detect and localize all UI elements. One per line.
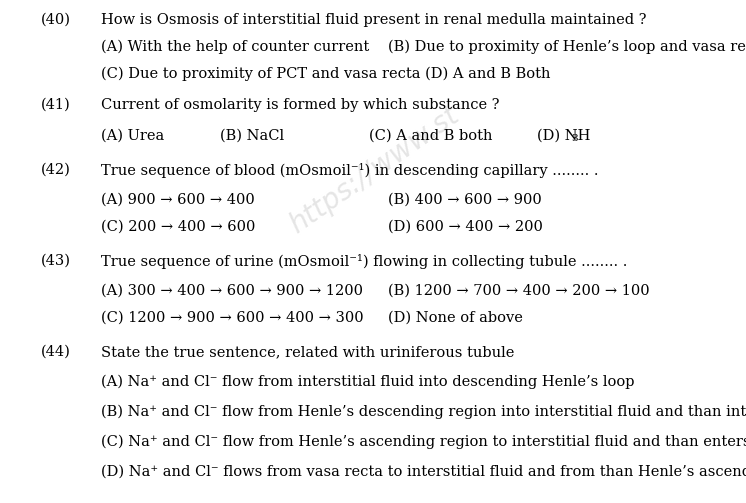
Text: (C) 1200 → 900 → 600 → 400 → 300: (C) 1200 → 900 → 600 → 400 → 300 xyxy=(101,311,363,325)
Text: (42): (42) xyxy=(41,163,71,177)
Text: (B) Due to proximity of Henle’s loop and vasa recta: (B) Due to proximity of Henle’s loop and… xyxy=(388,40,746,54)
Text: 3: 3 xyxy=(571,134,578,143)
Text: (A) Urea: (A) Urea xyxy=(101,129,164,143)
Text: True sequence of blood (mOsmoil⁻¹) in descending capillary ........ .: True sequence of blood (mOsmoil⁻¹) in de… xyxy=(101,163,598,178)
Text: (40): (40) xyxy=(41,13,71,27)
Text: True sequence of urine (mOsmoil⁻¹) flowing in collecting tubule ........ .: True sequence of urine (mOsmoil⁻¹) flowi… xyxy=(101,254,627,269)
Text: (C) Na⁺ and Cl⁻ flow from Henle’s ascending region to interstitial fluid and tha: (C) Na⁺ and Cl⁻ flow from Henle’s ascend… xyxy=(101,435,746,449)
Text: (D) 600 → 400 → 200: (D) 600 → 400 → 200 xyxy=(388,220,543,234)
Text: (C) A and B both: (C) A and B both xyxy=(369,129,493,143)
Text: (A) Na⁺ and Cl⁻ flow from interstitial fluid into descending Henle’s loop: (A) Na⁺ and Cl⁻ flow from interstitial f… xyxy=(101,375,634,389)
Text: (A) 300 → 400 → 600 → 900 → 1200: (A) 300 → 400 → 600 → 900 → 1200 xyxy=(101,284,363,298)
Text: (D) Na⁺ and Cl⁻ flows from vasa recta to interstitial fluid and from than Henle’: (D) Na⁺ and Cl⁻ flows from vasa recta to… xyxy=(101,465,746,479)
Text: (44): (44) xyxy=(41,345,71,359)
Text: (41): (41) xyxy=(41,98,71,112)
Text: (C) 200 → 400 → 600: (C) 200 → 400 → 600 xyxy=(101,220,255,234)
Text: (43): (43) xyxy=(41,254,71,268)
Text: (B) NaCl: (B) NaCl xyxy=(220,129,284,143)
Text: https://www.st: https://www.st xyxy=(283,101,464,239)
Text: Current of osmolarity is formed by which substance ?: Current of osmolarity is formed by which… xyxy=(101,98,499,112)
Text: How is Osmosis of interstitial fluid present in renal medulla maintained ?: How is Osmosis of interstitial fluid pre… xyxy=(101,13,646,27)
Text: (D) None of above: (D) None of above xyxy=(388,311,523,325)
Text: (C) Due to proximity of PCT and vasa recta (D) A and B Both: (C) Due to proximity of PCT and vasa rec… xyxy=(101,67,551,81)
Text: (B) 1200 → 700 → 400 → 200 → 100: (B) 1200 → 700 → 400 → 200 → 100 xyxy=(388,284,650,298)
Text: (D) NH: (D) NH xyxy=(537,129,591,143)
Text: (A) With the help of counter current: (A) With the help of counter current xyxy=(101,40,369,54)
Text: (B) 400 → 600 → 900: (B) 400 → 600 → 900 xyxy=(388,193,542,207)
Text: (A) 900 → 600 → 400: (A) 900 → 600 → 400 xyxy=(101,193,254,207)
Text: State the true sentence, related with uriniferous tubule: State the true sentence, related with ur… xyxy=(101,345,514,359)
Text: (B) Na⁺ and Cl⁻ flow from Henle’s descending region into interstitial fluid and : (B) Na⁺ and Cl⁻ flow from Henle’s descen… xyxy=(101,405,746,420)
